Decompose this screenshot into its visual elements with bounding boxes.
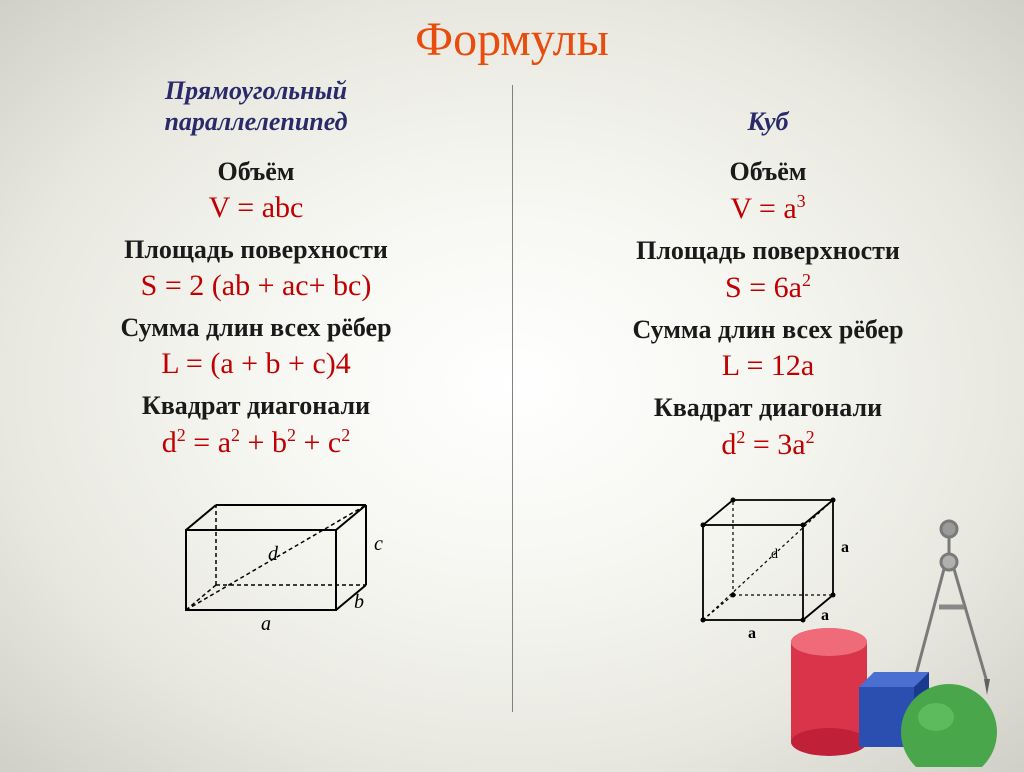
cuboid-diagram: a b c d [0,480,512,650]
left-diag-formula: d2 = a2 + b2 + c2 [20,425,492,460]
left-diag-label: Квадрат диагонали [20,391,492,421]
left-subtitle-line2: параллелепипед [164,107,347,136]
right-subtitle-line1: Куб [747,107,788,136]
columns: Прямоугольный параллелепипед Объём V = a… [0,75,1024,472]
left-subtitle: Прямоугольный параллелепипед [20,75,492,139]
right-edges-formula: L = 12a [532,349,1004,383]
decorative-shapes [764,507,1024,767]
svg-text:c: c [374,533,383,555]
right-edges-label: Сумма длин всех рёбер [532,315,1004,345]
left-column: Прямоугольный параллелепипед Объём V = a… [0,75,512,472]
page-title: Формулы [0,0,1024,67]
left-edges-label: Сумма длин всех рёбер [20,313,492,343]
right-column: Куб Объём V = a3 Площадь поверхности S =… [512,75,1024,472]
right-surface-formula: S = 6a2 [532,270,1004,305]
right-volume-formula: V = a3 [532,191,1004,226]
left-volume-label: Объём [20,157,492,187]
right-diag-formula: d2 = 3a2 [532,427,1004,462]
svg-text:d: d [268,543,279,565]
right-surface-label: Площадь поверхности [532,236,1004,266]
svg-text:b: b [354,591,364,613]
left-subtitle-line1: Прямоугольный [165,76,347,105]
right-volume-label: Объём [532,157,1004,187]
divider [512,85,513,712]
svg-text:a: a [261,613,271,635]
svg-text:a: a [748,625,756,642]
left-surface-label: Площадь поверхности [20,235,492,265]
left-surface-formula: S = 2 (ab + ac+ bc) [20,269,492,303]
right-diag-label: Квадрат диагонали [532,393,1004,423]
right-subtitle: Куб [532,75,1004,139]
left-volume-formula: V = abc [20,191,492,225]
left-edges-formula: L = (a + b + c)4 [20,347,492,381]
